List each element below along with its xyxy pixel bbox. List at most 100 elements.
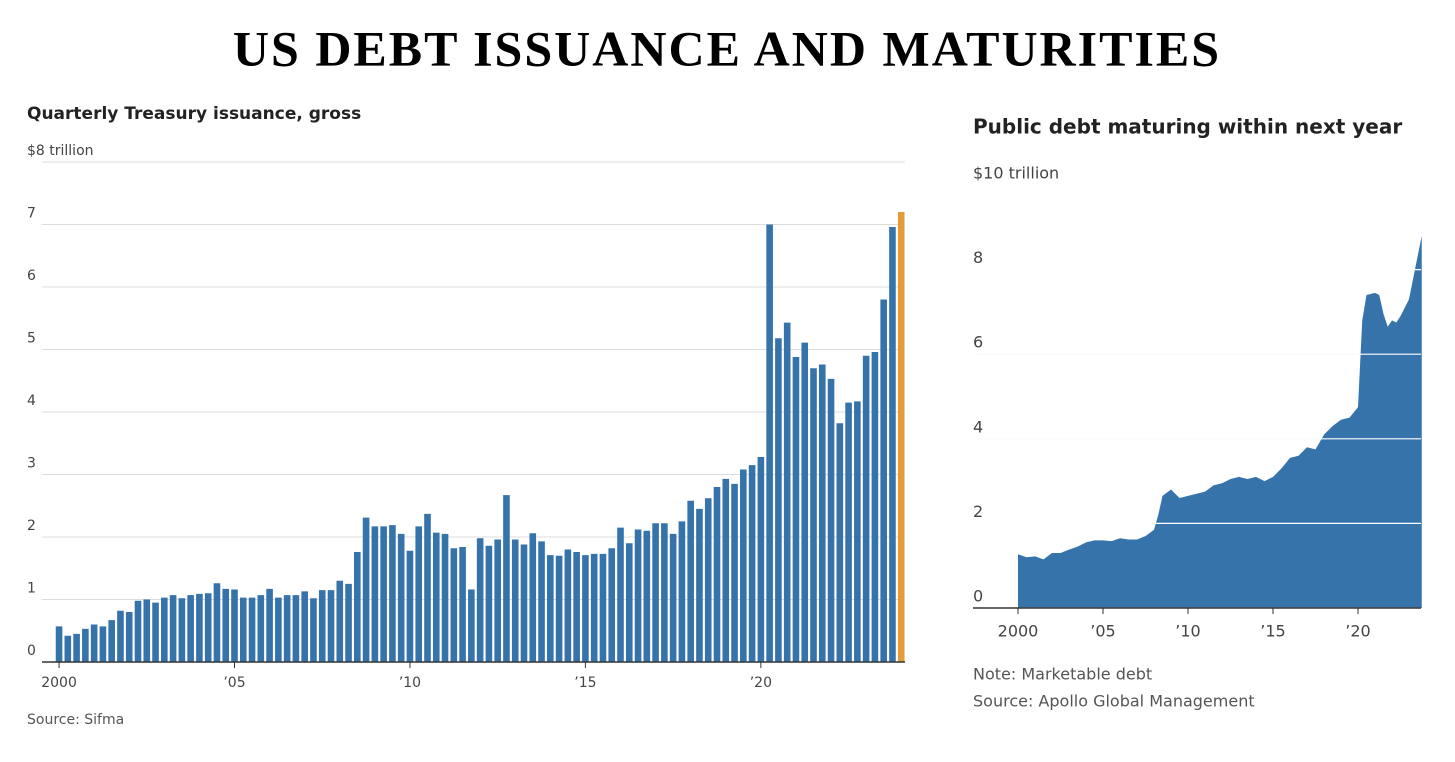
bar [810,368,817,662]
bar [669,533,677,662]
bar [643,530,651,662]
bar [652,523,659,662]
bar [213,583,221,662]
bar [231,589,238,662]
x-tick-label: ’20 [1345,622,1370,641]
bar [239,597,247,662]
source: Source: Apollo Global Management [973,692,1255,711]
y-tick-label: 0 [973,587,983,606]
bar [406,550,414,662]
bar [187,595,194,662]
bar [503,495,510,662]
y-tick-label: 6 [27,268,36,284]
bar [196,593,203,662]
bar [143,599,151,662]
bar [161,597,168,662]
bar [169,595,177,662]
bar [134,600,142,662]
bar [740,469,747,662]
bar [599,553,607,662]
bar [468,589,475,662]
note: Note: Marketable debt [973,665,1152,684]
x-tick-label: ’15 [1260,622,1285,641]
bar [354,552,361,662]
bar [301,591,308,662]
bar [397,533,405,662]
x-tick-label: ’15 [574,675,596,691]
bar [687,500,694,662]
bar [82,628,89,662]
y-tick-label: 2 [973,502,983,521]
bar [880,299,887,662]
x-tick-label: ’05 [1090,622,1115,641]
bar [757,457,765,662]
bar [538,541,545,662]
bar [564,549,572,662]
bar [696,508,703,662]
bar [889,227,896,662]
bar [854,401,861,662]
y-tick-label: 2 [27,518,36,534]
bar [625,543,633,662]
y-tick-label: 4 [973,417,983,436]
bar [661,523,668,662]
y-tick-label: 7 [27,206,36,222]
bar [117,610,124,662]
bar [266,588,273,662]
bar [318,590,326,662]
bar [573,552,580,662]
bar [371,526,379,662]
bar [722,478,730,662]
bar [520,544,528,662]
bar [485,545,493,662]
bar [836,423,844,662]
bar [327,590,335,662]
x-tick-label: 2000 [998,622,1039,641]
bar [459,547,466,662]
bar [783,322,791,662]
y-tick-label: $10 trillion [973,164,1059,183]
bar [555,555,563,662]
bar [775,338,782,662]
bar [292,595,300,662]
bar [608,548,616,662]
y-tick-label: 4 [27,393,36,409]
bar [494,539,501,662]
bar [108,620,115,662]
bar [389,525,396,662]
y-tick-label: 5 [27,331,36,347]
bar [432,532,440,662]
bar [362,517,370,662]
x-tick-label: ’05 [223,675,245,691]
bar [801,342,809,662]
bar [529,533,537,662]
y-tick-label: 6 [973,333,983,352]
bar [845,402,852,662]
bar [248,597,256,662]
y-tick-label: 3 [27,456,36,472]
bar [897,212,905,662]
bar [204,593,212,662]
bar [450,548,458,662]
bar [222,588,230,662]
bar [476,538,484,662]
bar [704,498,712,662]
bar [424,513,431,662]
bar [55,626,63,662]
bar [125,612,133,662]
bar [634,529,642,662]
bar [713,487,721,662]
bar [871,352,879,662]
bar [345,583,352,662]
bar [731,483,738,662]
bar [380,526,387,662]
x-tick-label: ’10 [1175,622,1200,641]
bar [678,521,686,662]
bar [766,224,773,662]
x-tick-label: ’20 [750,675,772,691]
source: Source: Sifma [27,712,124,728]
bar [617,527,624,662]
area [1018,235,1422,608]
